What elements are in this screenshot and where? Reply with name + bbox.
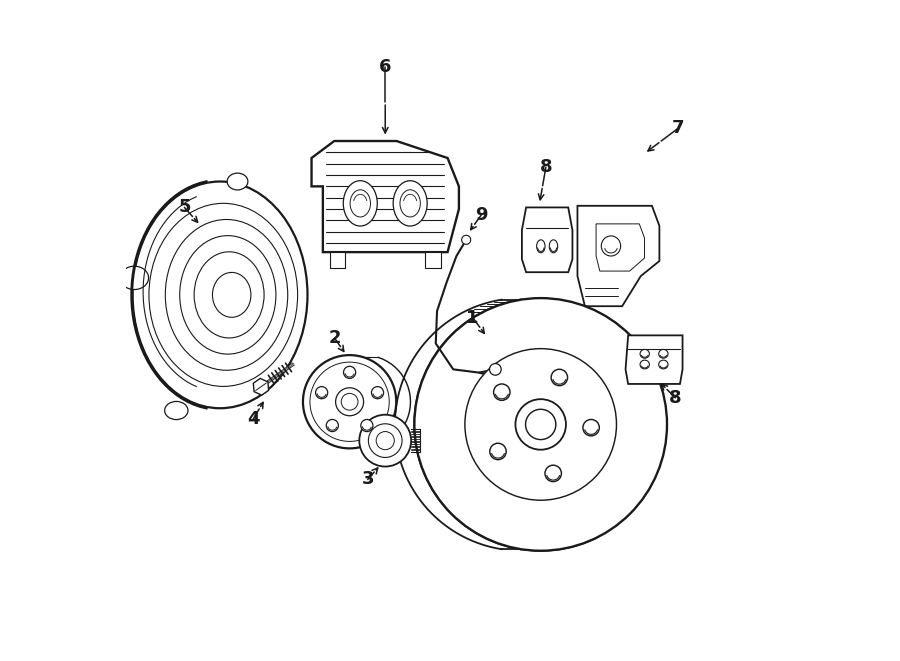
Polygon shape — [311, 141, 459, 252]
Ellipse shape — [493, 384, 510, 401]
Ellipse shape — [601, 236, 621, 256]
Ellipse shape — [310, 362, 389, 442]
Ellipse shape — [344, 366, 356, 379]
Ellipse shape — [536, 240, 545, 253]
Ellipse shape — [490, 444, 506, 459]
Ellipse shape — [640, 360, 650, 369]
Ellipse shape — [516, 399, 566, 449]
Ellipse shape — [343, 180, 377, 226]
Ellipse shape — [120, 266, 148, 290]
Ellipse shape — [659, 350, 668, 358]
Ellipse shape — [194, 252, 264, 338]
Text: 8: 8 — [540, 158, 553, 176]
Ellipse shape — [341, 393, 358, 410]
Ellipse shape — [303, 355, 396, 448]
Ellipse shape — [212, 272, 251, 317]
Ellipse shape — [361, 420, 373, 432]
Ellipse shape — [166, 219, 288, 370]
Polygon shape — [522, 208, 572, 272]
Text: 4: 4 — [247, 410, 259, 428]
Text: 3: 3 — [362, 471, 374, 488]
Ellipse shape — [327, 420, 338, 432]
Ellipse shape — [132, 182, 308, 408]
Text: 7: 7 — [671, 120, 684, 137]
Polygon shape — [626, 335, 682, 384]
Polygon shape — [425, 252, 441, 268]
Ellipse shape — [376, 432, 394, 449]
Text: 1: 1 — [466, 309, 479, 327]
Ellipse shape — [462, 235, 471, 245]
Ellipse shape — [372, 387, 383, 399]
Text: 8: 8 — [669, 389, 681, 407]
Ellipse shape — [545, 465, 562, 482]
Ellipse shape — [551, 369, 568, 385]
Ellipse shape — [414, 298, 667, 551]
Ellipse shape — [583, 420, 599, 436]
Ellipse shape — [165, 401, 188, 420]
Ellipse shape — [490, 364, 501, 375]
Ellipse shape — [640, 350, 650, 358]
Text: 5: 5 — [178, 198, 191, 216]
Ellipse shape — [350, 190, 371, 217]
Polygon shape — [329, 252, 346, 268]
Ellipse shape — [316, 387, 328, 399]
Ellipse shape — [368, 424, 402, 457]
Text: 6: 6 — [379, 58, 392, 76]
Text: 2: 2 — [328, 329, 341, 347]
Ellipse shape — [393, 180, 428, 226]
Ellipse shape — [148, 204, 298, 387]
Ellipse shape — [526, 409, 556, 440]
Polygon shape — [253, 378, 268, 395]
Ellipse shape — [400, 190, 420, 217]
Ellipse shape — [659, 360, 668, 369]
Ellipse shape — [359, 414, 411, 467]
Ellipse shape — [465, 348, 616, 500]
Text: 9: 9 — [475, 206, 487, 224]
Ellipse shape — [180, 235, 276, 354]
Polygon shape — [596, 224, 644, 271]
Ellipse shape — [227, 173, 248, 190]
Ellipse shape — [549, 240, 558, 253]
Ellipse shape — [336, 388, 364, 416]
Polygon shape — [578, 206, 660, 306]
